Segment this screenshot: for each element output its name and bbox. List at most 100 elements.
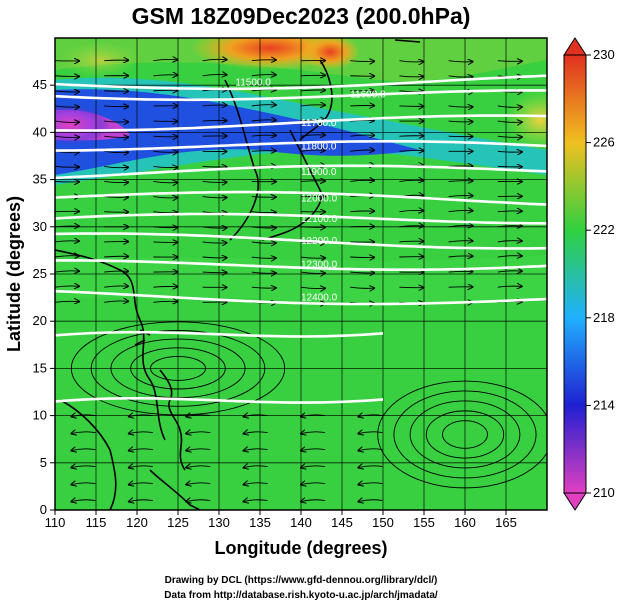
streamline xyxy=(300,90,325,91)
y-axis-title: Latitude (degrees) xyxy=(4,196,24,352)
streamline xyxy=(186,432,211,434)
streamline xyxy=(301,483,326,485)
streamline xyxy=(55,256,79,257)
streamline xyxy=(104,197,128,198)
colorbar-tick-label: 210 xyxy=(593,485,615,500)
contour-line xyxy=(55,190,547,206)
streamline xyxy=(153,181,177,182)
streamline xyxy=(55,241,79,242)
streamline xyxy=(153,166,177,167)
streamline xyxy=(104,271,128,272)
streamline xyxy=(497,256,522,257)
streamline xyxy=(497,61,522,62)
streamline xyxy=(71,432,96,434)
streamline xyxy=(448,106,473,107)
streamline xyxy=(202,105,227,106)
colorbar-tick-label: 222 xyxy=(593,222,615,237)
streamline xyxy=(399,150,423,151)
streamline xyxy=(104,136,128,137)
streamline xyxy=(358,466,383,468)
streamline xyxy=(153,59,177,60)
streamline xyxy=(497,136,522,137)
streamline xyxy=(399,241,423,242)
contour-label: 11800.0 xyxy=(301,142,337,153)
contour-label: 11900.0 xyxy=(301,167,337,178)
contour-label: 12000.0 xyxy=(301,193,338,204)
streamline xyxy=(104,60,128,61)
y-tick-label: 20 xyxy=(33,313,47,328)
streamline xyxy=(251,287,276,288)
x-tick-label: 120 xyxy=(126,515,148,530)
contour-label: 11500.0 xyxy=(235,77,271,88)
x-tick-label: 125 xyxy=(167,515,189,530)
streamline xyxy=(251,257,276,258)
contour-line xyxy=(55,140,547,152)
streamline xyxy=(55,136,79,137)
streamline xyxy=(448,61,473,62)
streamline xyxy=(358,432,383,434)
x-tick-label: 115 xyxy=(86,515,107,530)
y-tick-label: 5 xyxy=(40,455,47,470)
chart-title: GSM 18Z09Dec2023 (200.0hPa) xyxy=(132,3,471,29)
streamline xyxy=(55,106,79,107)
streamline xyxy=(301,500,326,502)
x-tick-label: 130 xyxy=(208,515,230,530)
streamline xyxy=(251,272,276,273)
streamline xyxy=(300,150,325,151)
streamline xyxy=(153,212,177,213)
streamline xyxy=(301,449,326,451)
streamline xyxy=(251,151,276,152)
contour-line xyxy=(55,164,547,180)
y-tick-label: 0 xyxy=(40,502,47,517)
streamline xyxy=(55,271,79,272)
colorbar-tick-label: 230 xyxy=(593,47,615,62)
contour-label: 12400.0 xyxy=(301,293,338,304)
streamline xyxy=(202,166,227,167)
streamline xyxy=(104,151,128,152)
streamline xyxy=(153,136,177,137)
streamline xyxy=(129,483,153,485)
streamline xyxy=(202,272,227,273)
x-tick-label: 150 xyxy=(372,515,394,530)
contour-label: 12300.0 xyxy=(301,260,338,271)
streamline xyxy=(300,135,325,136)
streamline xyxy=(71,449,96,451)
streamline xyxy=(300,272,325,273)
streamline xyxy=(497,241,522,242)
x-tick-label: 135 xyxy=(249,515,271,530)
colorbar-bottom-triangle xyxy=(563,492,587,511)
streamline xyxy=(186,449,211,451)
streamline xyxy=(448,256,473,257)
streamline xyxy=(153,151,177,152)
streamline xyxy=(251,75,276,76)
streamline xyxy=(358,500,383,502)
streamline xyxy=(399,210,423,211)
x-axis-title: Longitude (degrees) xyxy=(214,538,387,558)
streamline xyxy=(153,242,177,243)
streamline xyxy=(202,59,227,60)
streamline xyxy=(202,74,227,75)
streamline xyxy=(350,272,374,273)
y-tick-label: 40 xyxy=(33,124,47,139)
colorbar-tick-label: 214 xyxy=(593,397,615,412)
streamline xyxy=(350,135,374,136)
streamline xyxy=(301,466,326,468)
streamline xyxy=(251,60,276,61)
streamline xyxy=(251,197,276,198)
streamline xyxy=(104,181,128,182)
colorbar: 210 214 218 222 226 230 xyxy=(563,37,615,511)
streamline xyxy=(358,449,383,451)
streamline xyxy=(399,180,423,181)
streamline xyxy=(129,466,153,468)
streamline xyxy=(350,180,374,181)
streamline xyxy=(350,287,374,288)
streamline xyxy=(153,197,177,198)
y-tick-label: 10 xyxy=(33,408,47,423)
streamline xyxy=(202,197,227,198)
x-axis-ticks: 110 115 120 125 130 135 140 145 150 155 160 165 xyxy=(45,510,517,530)
contour-line xyxy=(55,259,547,271)
streamline xyxy=(55,301,79,302)
streamline xyxy=(104,106,128,107)
streamline xyxy=(153,301,177,302)
colorbar-body xyxy=(563,54,587,494)
